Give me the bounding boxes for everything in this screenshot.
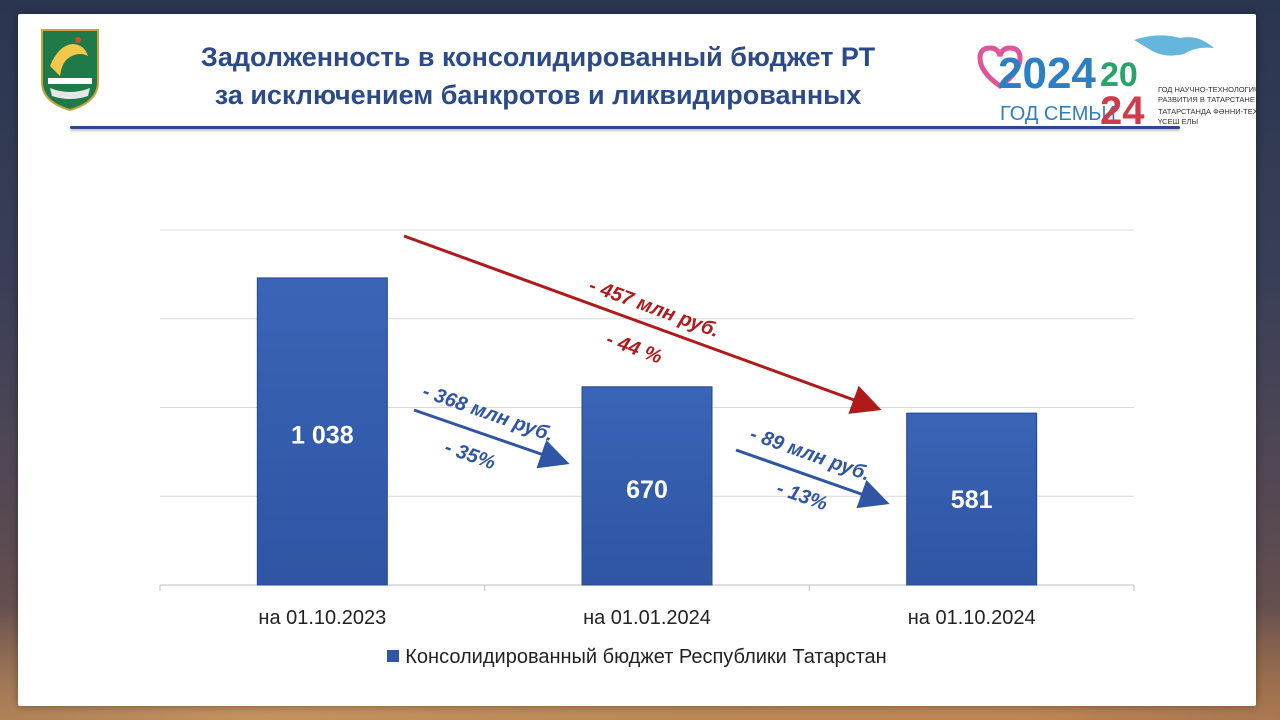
chart-legend: Консолидированный бюджет Республики Тата… [18,646,1256,669]
logo-line-2: РАЗВИТИЯ В ТАТАРСТАНЕ [1158,95,1255,104]
change-arrow [413,408,570,469]
category-label: на 01.10.2023 [258,607,386,629]
change-arrow [403,234,882,414]
logo-year-big: 2024 [998,49,1096,98]
bar [906,412,1038,586]
bar [581,386,713,586]
title-divider [70,126,1180,129]
title-line-1: Задолженность в консолидированный бюджет… [200,42,876,72]
change-percent-label: - 13% [774,477,831,515]
bar [256,277,388,586]
change-percent-label: - 35% [442,436,499,474]
change-arrow [735,448,890,509]
logo-line-3: ТАТАРСТАНДА ФӘННИ-ТЕХНОЛОГИК [1158,107,1258,116]
flying-figure-icon [1134,35,1214,56]
logo-line-1: ГОД НАУЧНО-ТЕХНОЛОГИЧЕСКОГО [1158,85,1258,94]
legend-label: Консолидированный бюджет Республики Тата… [405,646,887,668]
heart-icon [977,45,1023,90]
year-of-family-logo: 2024 ГОД СЕМЬИ 20 24 ГОД НАУЧНО-ТЕХНОЛОГ… [977,35,1258,128]
category-label: на 01.01.2024 [583,607,711,629]
logo-line-4: ҮСЕШ ЕЛЫ [1158,117,1198,126]
logo-year-top: 20 [1100,56,1138,94]
data-label: 581 [951,486,993,514]
data-label: 1 038 [291,421,354,449]
slide-title: Задолженность в консолидированный бюджет… [118,38,958,114]
category-label: на 01.10.2024 [908,607,1036,629]
title-line-2: за исключением банкротов и ликвидированн… [214,80,862,110]
debt-bar-chart: 1 038 на 01.10.2023 670 на 01.01.2024 581 на … [159,229,1135,629]
logo-year-bottom: 24 [1100,89,1145,128]
data-label: 670 [626,476,668,504]
coat-of-arms-icon [41,29,99,112]
legend-swatch [387,650,400,662]
slide: Задолженность в консолидированный бюджет… [18,14,1258,706]
change-percent-label: - 44 % [603,328,665,369]
logo-family-text: ГОД СЕМЬИ [1000,103,1116,125]
